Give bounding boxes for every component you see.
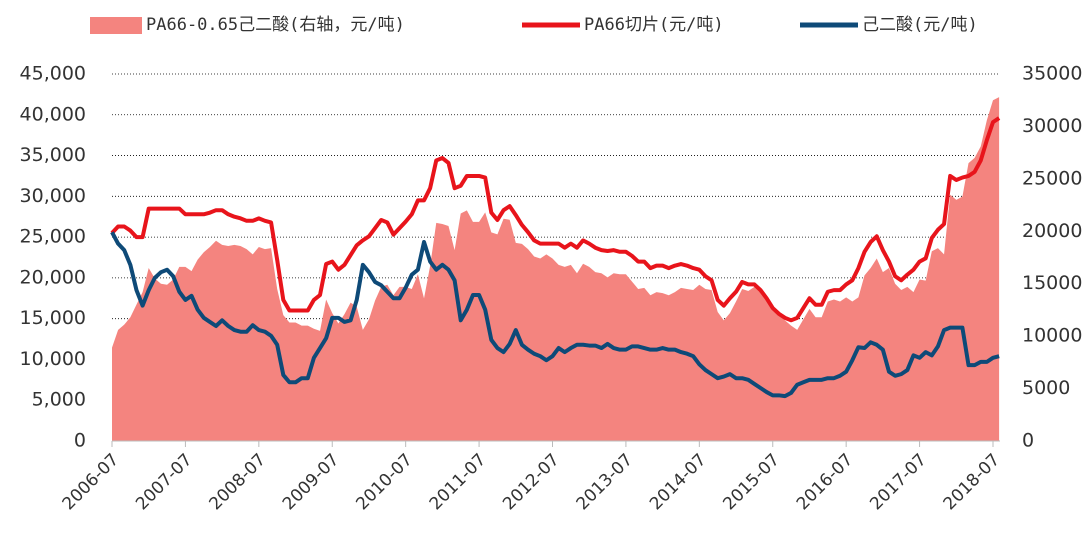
x-tick-label: 2017-07 [866, 450, 930, 514]
x-tick-label: 2014-07 [646, 450, 710, 514]
x-tick-label: 2016-07 [793, 450, 857, 514]
legend-label: PA66-0.65己二酸(右轴，元/吨) [146, 15, 405, 35]
y-tick-label: 20,000 [20, 266, 86, 288]
y-tick-label: 0 [74, 430, 86, 452]
line [110, 231, 1000, 399]
legend-label: 己二酸(元/吨) [862, 15, 978, 35]
y-tick-label: 40,000 [20, 103, 86, 125]
legend-label: PA66切片(元/吨) [584, 15, 724, 35]
x-tick-label: 2013-07 [573, 450, 637, 514]
x-tick-label: 2008-07 [206, 450, 270, 514]
x-tick-label: 2011-07 [426, 450, 490, 514]
y-tick-label: 35,000 [20, 144, 86, 166]
x-tick-label: 2007-07 [132, 450, 196, 514]
y-tick-label: 10,000 [20, 348, 86, 370]
y-tick-label: 25,000 [20, 226, 86, 248]
x-tick-label: 2009-07 [279, 450, 343, 514]
y-tick-label: 15,000 [20, 307, 86, 329]
x-tick-label: 2015-07 [719, 450, 783, 514]
y-tick-label: 45,000 [20, 63, 86, 85]
y-tick-label: 30,000 [20, 185, 86, 207]
area [112, 97, 1000, 441]
y2-tick-label: 10000 [1022, 325, 1082, 347]
y2-tick-label: 30000 [1022, 115, 1082, 137]
y2-tick-label: 0 [1022, 430, 1034, 452]
x-tick-label: 2012-07 [499, 450, 563, 514]
y2-tick-label: 25000 [1022, 167, 1082, 189]
y2-tick-label: 35000 [1022, 63, 1082, 85]
line [110, 116, 1001, 323]
y2-tick-label: 15000 [1022, 272, 1082, 294]
y-tick-label: 5,000 [32, 389, 86, 411]
x-tick-label: 2010-07 [352, 450, 416, 514]
x-tick-label: 2018-07 [940, 450, 1004, 514]
y2-tick-label: 5000 [1022, 377, 1070, 399]
y2-tick-label: 20000 [1022, 220, 1082, 242]
legend-swatch [90, 17, 142, 34]
x-tick-label: 2006-07 [59, 450, 123, 514]
